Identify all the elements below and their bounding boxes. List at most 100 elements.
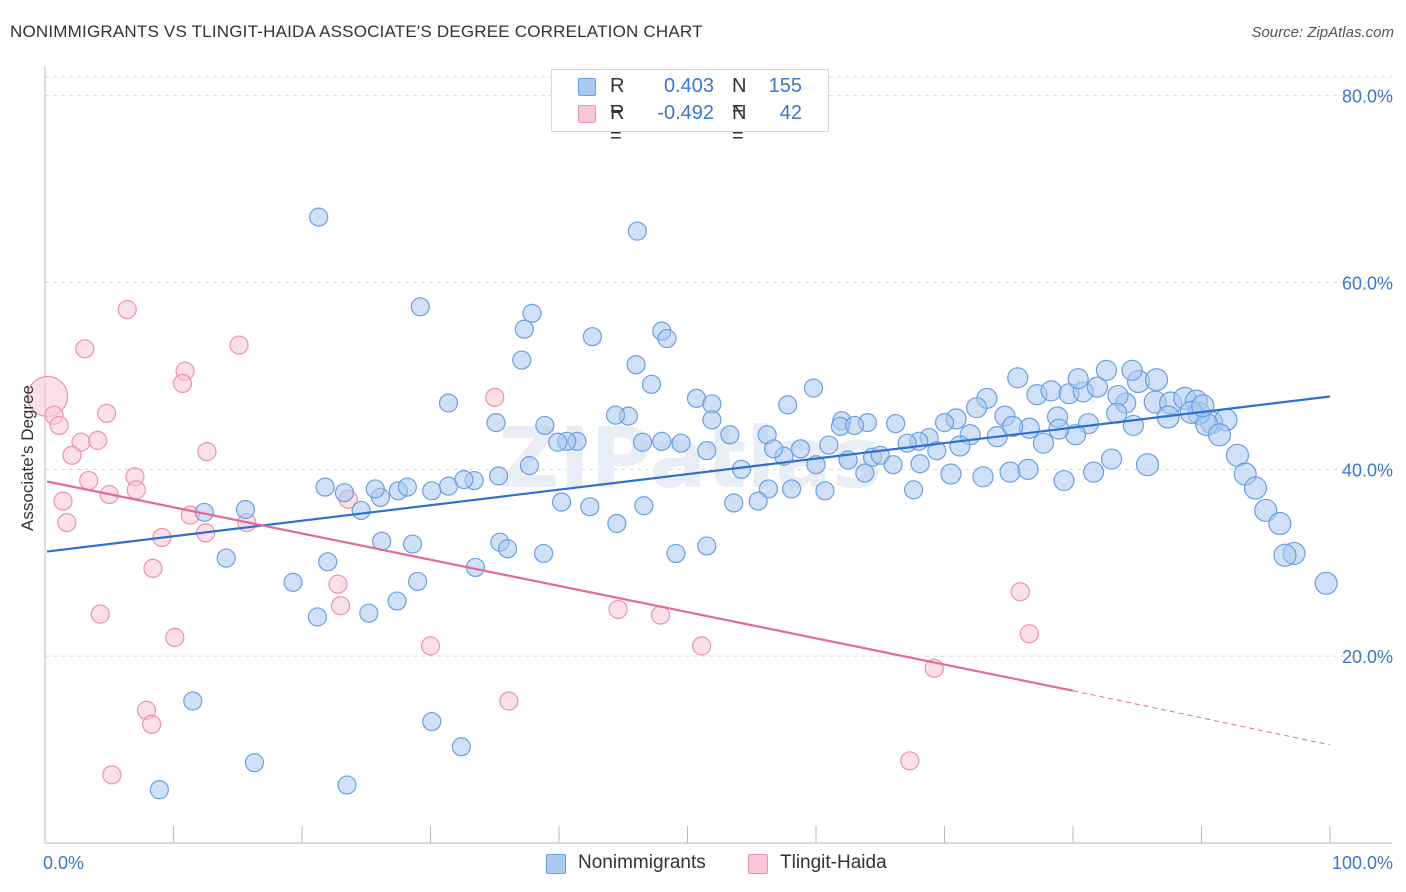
- nonimmigrants-point: [422, 481, 442, 501]
- nonimmigrants-point: [626, 355, 646, 375]
- nonimmigrants-point: [235, 499, 256, 520]
- chart-title: NONIMMIGRANTS VS TLINGIT-HAIDA ASSOCIATE…: [10, 22, 703, 41]
- nonimmigrants-point: [897, 433, 917, 453]
- tlingit-haida-point: [229, 335, 249, 355]
- n-label: N =: [732, 102, 747, 147]
- nonimmigrants-point: [551, 492, 572, 512]
- tlingit-haida-point: [142, 714, 162, 734]
- nonimmigrants-point: [702, 410, 722, 430]
- nonimmigrants-point: [365, 479, 385, 499]
- nonimmigrants-point: [904, 480, 924, 500]
- gridlines: [45, 76, 1392, 657]
- r-value: 0.403: [663, 75, 714, 97]
- nonimmigrants-point: [519, 456, 540, 476]
- y-tick-labels: 20.0% 40.0% 60.0% 80.0%: [1342, 87, 1393, 667]
- tlingit-haida-point: [485, 387, 505, 408]
- r-value: -0.492: [657, 102, 714, 124]
- nonimmigrants-point: [748, 491, 768, 511]
- nonimmigrants-point: [1107, 384, 1129, 407]
- nonimmigrants-point: [183, 691, 203, 711]
- tlingit-haida-point: [197, 441, 217, 462]
- tlingit-haida-point: [126, 480, 146, 500]
- nonimmigrants-point: [1314, 571, 1338, 595]
- nonimmigrants-point: [216, 548, 236, 568]
- trend-lines: [46, 395, 1331, 746]
- nonimmigrants-point: [999, 461, 1021, 483]
- nonimmigrants-point: [666, 543, 686, 564]
- nonimmigrants-point: [1100, 448, 1123, 470]
- axes: [44, 67, 1392, 844]
- nonimmigrants-point: [1121, 359, 1143, 381]
- nonimmigrants-point: [522, 303, 542, 323]
- nonimmigrants-point: [359, 603, 379, 623]
- nonimmigrants-point: [632, 432, 653, 452]
- nonimmigrants-point: [408, 571, 428, 592]
- tlingit-haida-trend-extension: [1072, 690, 1331, 746]
- tlingit-haida-point: [57, 512, 77, 533]
- nonimmigrants-point: [972, 466, 994, 488]
- nonimmigrants-point: [927, 441, 947, 461]
- nonimmigrants-point: [1067, 368, 1089, 390]
- nonimmigrants-point: [1040, 380, 1062, 402]
- nonimmigrants-point: [1207, 423, 1232, 447]
- nonimmigrants-point: [844, 415, 865, 436]
- nonimmigrants-point: [949, 435, 971, 457]
- nonimmigrants-point: [337, 775, 357, 795]
- nonimmigrants-point: [351, 500, 371, 521]
- tlingit-haida-point: [49, 415, 69, 436]
- nonimmigrants-point: [657, 328, 677, 349]
- tlingit-haida-point: [62, 445, 82, 465]
- nonimmigrants-point: [422, 711, 442, 732]
- nonimmigrants-point: [671, 433, 691, 453]
- nonimmigrants-point: [514, 319, 534, 339]
- tlingit-haida-point: [499, 691, 519, 711]
- tlingit-haida-point: [900, 751, 920, 771]
- legend-swatch-blue: [546, 854, 566, 874]
- nonimmigrants-point: [641, 374, 662, 394]
- nonimmigrants-point: [966, 397, 988, 419]
- nonimmigrants-point: [934, 413, 955, 433]
- nonimmigrants-point: [149, 780, 169, 800]
- nonimmigrants-point: [318, 552, 338, 572]
- nonimmigrants-point: [451, 737, 471, 757]
- r-label: R =: [610, 102, 625, 147]
- source-label: Source: ZipAtlas.com: [1251, 24, 1394, 41]
- nonimmigrants-point: [582, 327, 603, 347]
- nonimmigrants-point: [634, 496, 654, 516]
- tlingit-haida-point: [75, 339, 95, 359]
- nonimmigrants-point: [1095, 359, 1118, 381]
- nonimmigrants-point: [605, 405, 626, 425]
- nonimmigrants-point: [855, 463, 875, 483]
- tlingit-haida-point: [53, 491, 73, 511]
- legend-swatch-pink: [748, 854, 768, 874]
- y-tick-label: 80.0%: [1342, 87, 1393, 107]
- nonimmigrants-point: [548, 432, 568, 452]
- nonimmigrants-point: [910, 454, 930, 474]
- nonimmigrants-point: [438, 393, 459, 413]
- nonimmigrants-point: [1135, 453, 1160, 477]
- nonimmigrants-point: [720, 425, 740, 445]
- stats-legend: R = 0.403 N = 155 R = -0.492 N = 42: [551, 69, 829, 147]
- nonimmigrants-point: [790, 439, 811, 459]
- nonimmigrants-point: [307, 607, 328, 627]
- nonimmigrants-point: [763, 439, 784, 459]
- nonimmigrants-point: [402, 534, 423, 554]
- tlingit-haida-point: [143, 558, 163, 578]
- nonimmigrants-point: [512, 350, 532, 370]
- nonimmigrants-point: [1017, 458, 1039, 480]
- tlingit-haida-trend-line: [46, 480, 1074, 692]
- legend-label: Nonimmigrants: [578, 852, 706, 873]
- nonimmigrants-point: [580, 497, 600, 517]
- nonimmigrants-point: [1144, 368, 1169, 392]
- tlingit-haida-point: [88, 430, 108, 450]
- tlingit-haida-point: [330, 596, 351, 616]
- nonimmigrants-point: [652, 431, 672, 451]
- r-label: R =: [610, 75, 625, 120]
- nonimmigrants-point: [309, 207, 329, 227]
- x-tick-labels: 0.0% 100.0%: [43, 853, 1393, 873]
- y-tick-label: 60.0%: [1342, 274, 1393, 294]
- tlingit-haida-point: [692, 636, 712, 656]
- tlingit-haida-point: [1010, 582, 1030, 602]
- nonimmigrants-point: [397, 477, 417, 497]
